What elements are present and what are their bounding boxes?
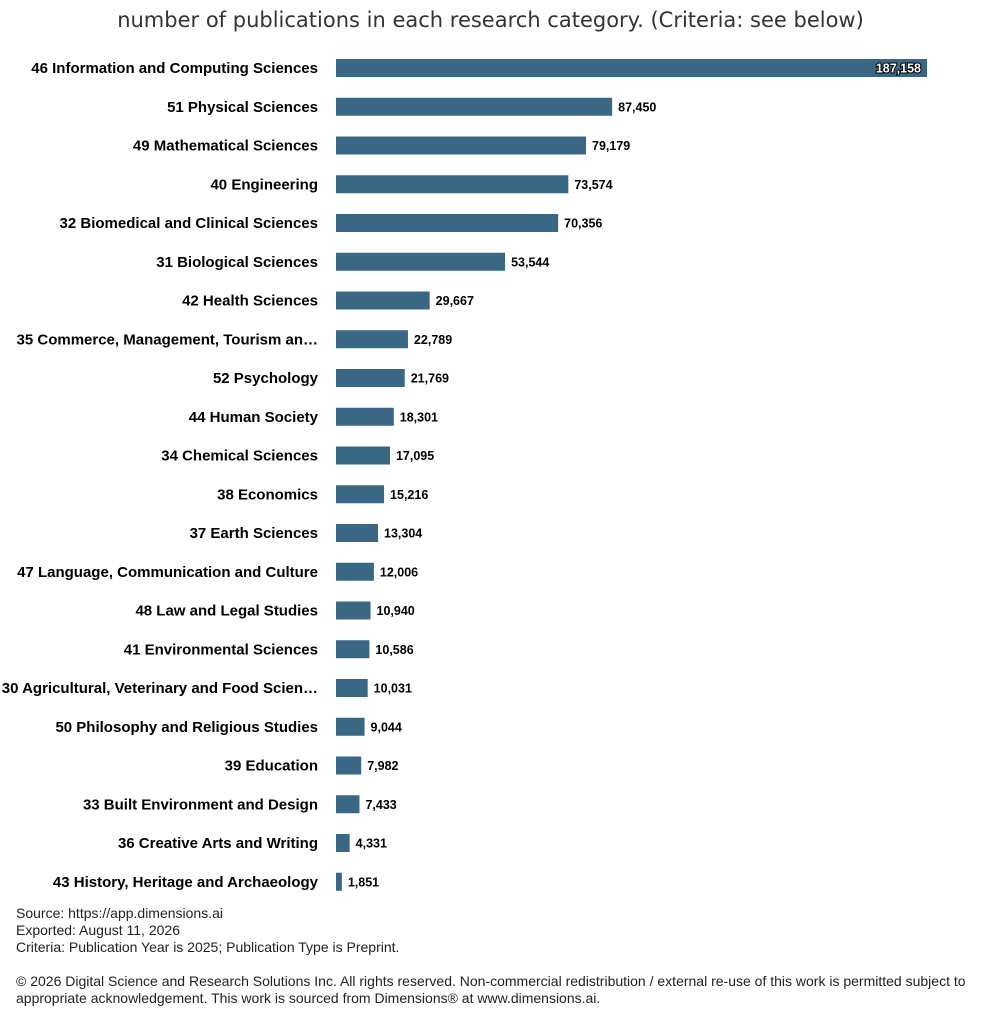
value-label: 15,216 [390, 488, 428, 502]
bar[interactable] [336, 834, 350, 852]
category-label: 31 Biological Sciences [156, 254, 318, 271]
value-label: 13,304 [384, 527, 422, 541]
value-label: 9,044 [371, 720, 402, 734]
category-label: 36 Creative Arts and Writing [118, 835, 318, 852]
source-text: Source: https://app.dimensions.ai [16, 905, 224, 921]
category-label: 32 Biomedical and Clinical Sciences [60, 215, 318, 232]
bar-chart: 46 Information and Computing Sciences 187… [2, 59, 927, 891]
value-label: 10,031 [374, 682, 412, 696]
bar[interactable] [336, 562, 374, 581]
category-label: 51 Physical Sciences [167, 99, 318, 116]
bar[interactable] [336, 136, 587, 155]
category-label: 43 History, Heritage and Archaeology [53, 874, 319, 891]
bar[interactable] [336, 717, 365, 736]
exported-text: Exported: August 11, 2026 [16, 922, 180, 938]
criteria-text: Criteria: Publication Year is 2025; Publ… [16, 939, 400, 955]
bar[interactable] [336, 446, 390, 465]
value-label: 187,158 [876, 62, 921, 76]
category-label: 35 Commerce, Management, Tourism an… [17, 331, 318, 348]
value-label: 22,789 [414, 333, 452, 347]
category-label: 37 Earth Sciences [190, 525, 318, 542]
value-label: 4,331 [356, 837, 387, 851]
value-label: 17,095 [396, 449, 434, 463]
bar[interactable] [336, 369, 405, 387]
value-label: 10,940 [377, 604, 415, 618]
value-label: 1,851 [348, 875, 379, 889]
value-label: 10,586 [375, 643, 413, 657]
category-label: 39 Education [225, 758, 318, 775]
value-label: 18,301 [400, 410, 438, 424]
bar[interactable] [336, 872, 342, 891]
value-label: 21,769 [411, 372, 449, 386]
category-label: 47 Language, Communication and Culture [17, 564, 318, 581]
bar[interactable] [336, 640, 370, 659]
bar[interactable] [336, 59, 927, 77]
value-label: 70,356 [564, 217, 602, 231]
value-label: 29,667 [436, 294, 474, 308]
value-label: 12,006 [380, 565, 418, 579]
bar[interactable] [336, 679, 368, 697]
bar[interactable] [336, 330, 408, 349]
category-label: 40 Engineering [210, 176, 318, 193]
category-label: 41 Environmental Sciences [124, 641, 318, 658]
bar[interactable] [336, 252, 506, 271]
value-label: 7,982 [367, 759, 398, 773]
copyright-text: © 2026 Digital Science and Research Solu… [16, 973, 966, 1006]
category-label: 46 Information and Computing Sciences [31, 60, 318, 77]
category-label: 34 Chemical Sciences [161, 448, 318, 465]
category-label: 33 Built Environment and Design [83, 796, 318, 813]
value-label: 53,544 [511, 255, 549, 269]
value-label: 79,179 [592, 139, 630, 153]
category-label: 38 Economics [217, 486, 318, 503]
category-label: 44 Human Society [189, 409, 319, 426]
chart-footer: Source: https://app.dimensions.ai Export… [16, 905, 966, 1007]
value-label: 7,433 [365, 798, 396, 812]
bar[interactable] [336, 756, 362, 775]
bar[interactable] [336, 97, 613, 116]
value-label: 87,450 [618, 100, 656, 114]
value-label: 73,574 [574, 178, 612, 192]
category-label: 42 Health Sciences [182, 293, 318, 310]
category-label: 30 Agricultural, Veterinary and Food Sci… [2, 680, 318, 697]
category-label: 48 Law and Legal Studies [135, 603, 318, 620]
bar[interactable] [336, 795, 360, 814]
bar[interactable] [336, 524, 379, 542]
bar[interactable] [336, 407, 394, 426]
chart-title: number of publications in each research … [117, 8, 864, 32]
bar[interactable] [336, 175, 569, 194]
category-label: 52 Psychology [213, 370, 319, 387]
category-label: 49 Mathematical Sciences [133, 138, 318, 155]
category-label: 50 Philosophy and Religious Studies [55, 719, 318, 736]
bar[interactable] [336, 601, 371, 620]
bar[interactable] [336, 214, 559, 232]
bar[interactable] [336, 485, 385, 504]
bar[interactable] [336, 291, 430, 310]
